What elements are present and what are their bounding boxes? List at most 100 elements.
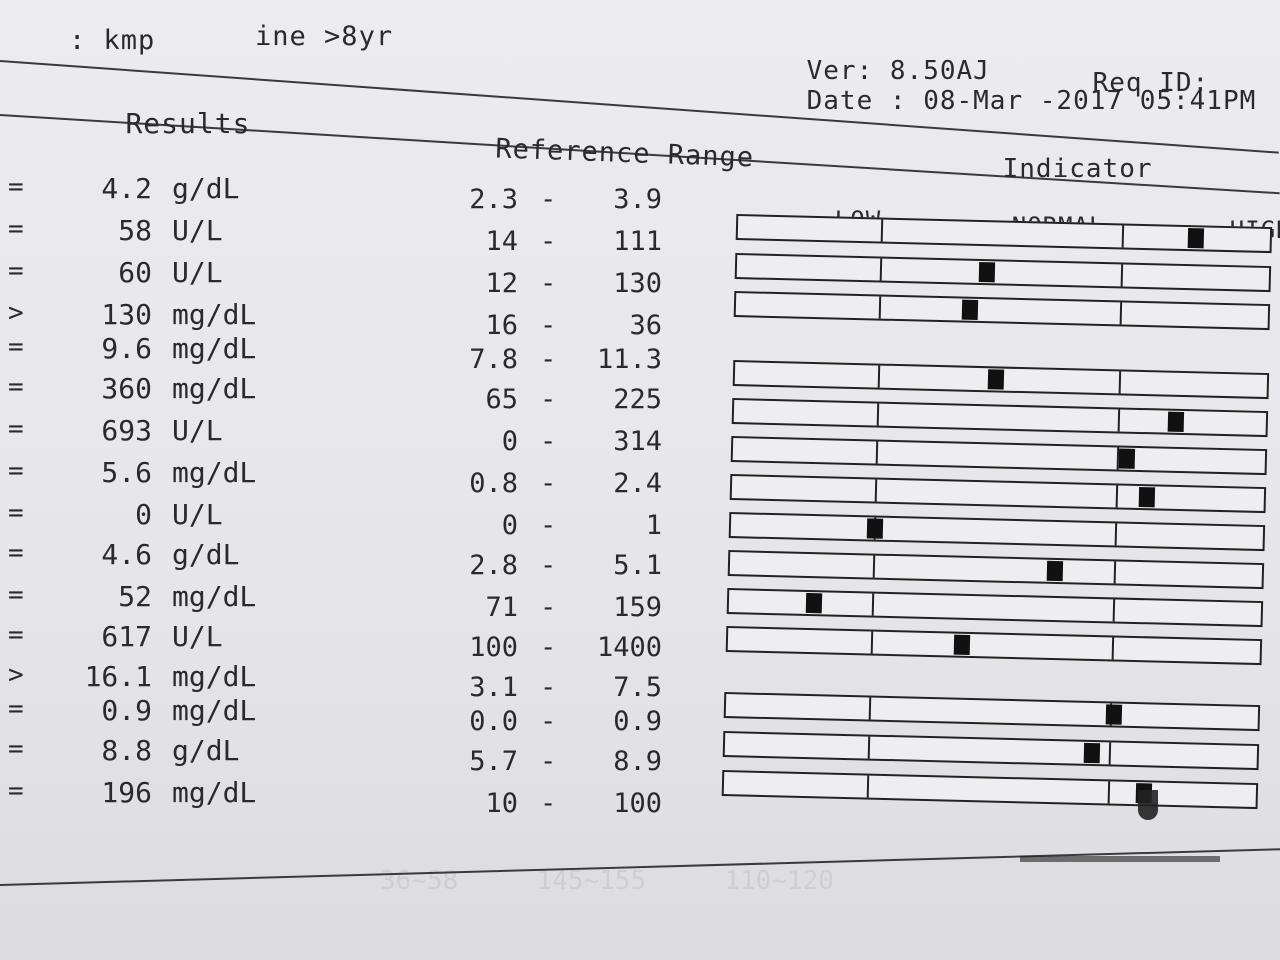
result-unit: mg/dL xyxy=(172,580,257,613)
reference-low: 12 xyxy=(485,268,518,299)
indicator-divider xyxy=(870,631,873,654)
indicator-divider xyxy=(1107,781,1111,804)
reference-low: 0 xyxy=(501,510,518,541)
reference-low: 3.1 xyxy=(469,672,518,703)
indicator-marker-high xyxy=(1187,228,1204,249)
result-value: 5.6 xyxy=(101,456,152,489)
result-row: = 9.6 mg/dL 7.8- 11.3 xyxy=(0,332,700,375)
indicator-divider xyxy=(1117,409,1121,432)
result-row: = 360 mg/dL 65- 225 xyxy=(0,372,700,415)
indicator-divider xyxy=(1111,637,1115,660)
reference-dash: - xyxy=(540,226,557,257)
indicator-divider xyxy=(1119,302,1123,325)
reference-high: 3.9 xyxy=(613,184,662,215)
result-value: 130 xyxy=(101,298,152,331)
reference-high: 314 xyxy=(613,426,662,457)
header-top-left: : kmp xyxy=(69,25,156,56)
reference-low: 0.8 xyxy=(469,468,518,499)
reference-dash: - xyxy=(540,468,557,499)
result-unit: mg/dL xyxy=(172,694,257,727)
result-unit: mg/dL xyxy=(172,332,257,365)
reference-dash: - xyxy=(540,384,557,415)
result-operator: = xyxy=(8,332,24,362)
result-unit: mg/dL xyxy=(172,456,257,489)
result-operator: = xyxy=(8,214,24,244)
reference-low: 2.3 xyxy=(469,184,518,215)
indicator-marker-normal xyxy=(1046,560,1063,582)
indicator-bar xyxy=(721,770,1259,810)
result-operator: = xyxy=(8,734,24,764)
indicator-divider xyxy=(1120,264,1124,287)
indicator-divider xyxy=(1114,523,1118,546)
reference-high: 159 xyxy=(613,592,662,623)
result-operator: > xyxy=(8,660,24,690)
indicator-divider xyxy=(1118,371,1122,394)
reference-low: 16 xyxy=(485,310,518,341)
date-text: Date : 08-Mar -2017 05:41PM xyxy=(806,86,1257,116)
reference-dash: - xyxy=(540,344,557,375)
reference-dash: - xyxy=(540,184,557,215)
result-unit: mg/dL xyxy=(172,776,257,809)
reference-low: 10 xyxy=(485,788,518,819)
reference-low: 71 xyxy=(485,592,518,623)
result-value: 52 xyxy=(118,580,152,613)
result-row: = 52 mg/dL 71- 159 xyxy=(0,580,700,623)
indicator-divider xyxy=(1108,742,1112,765)
indicator-marker-normal xyxy=(978,261,996,283)
reference-low: 14 xyxy=(485,226,518,257)
reference-low: 0.0 xyxy=(469,706,518,737)
result-value: 16.1 xyxy=(84,660,152,693)
result-unit: mg/dL xyxy=(172,660,257,693)
reference-high: 1 xyxy=(645,510,662,541)
result-value: 617 xyxy=(101,620,152,653)
header-top-mid: ine >8yr xyxy=(255,21,394,52)
result-row: = 0 U/L 0-1 xyxy=(0,498,700,541)
indicator-marker-normal xyxy=(961,299,979,320)
result-row: = 58 U/L 14- 111 xyxy=(0,214,700,257)
result-operator: > xyxy=(8,298,24,328)
indicator-divider xyxy=(868,697,871,720)
reference-high: 11.3 xyxy=(596,344,662,375)
result-row: >16.1 mg/dL 3.1- 7.5 xyxy=(0,660,700,703)
result-unit: g/dL xyxy=(172,538,240,571)
result-value: 0.9 xyxy=(101,694,152,727)
indicator-bar xyxy=(735,214,1273,254)
reference-high: 1400 xyxy=(596,632,662,663)
reference-dash: - xyxy=(540,310,557,341)
indicator-divider xyxy=(874,479,877,502)
result-operator: = xyxy=(8,620,24,650)
reference-low: 100 xyxy=(469,632,518,663)
indicator-bar xyxy=(723,692,1261,732)
result-value: 58 xyxy=(118,214,152,247)
result-operator: = xyxy=(8,256,24,286)
result-row: = 4.2 g/dL 2.3- 3.9 xyxy=(0,172,700,215)
result-row: = 0.9 mg/dL 0.0- 0.9 xyxy=(0,694,700,737)
indicator-bar xyxy=(722,731,1260,771)
result-row: = 196 mg/dL 10- 100 xyxy=(0,776,700,819)
reference-dash: - xyxy=(540,746,557,777)
result-row: >130 mg/dL 16- 36 xyxy=(0,298,700,341)
reference-dash: - xyxy=(540,550,557,581)
indicator-column-header: Indicator xyxy=(1002,154,1153,184)
result-row: = 60 U/L 12- 130 xyxy=(0,256,700,299)
indicator-divider xyxy=(1115,485,1119,508)
result-value: 196 xyxy=(101,776,152,809)
result-unit: U/L xyxy=(172,256,223,289)
result-value: 9.6 xyxy=(101,332,152,365)
indicator-bar xyxy=(733,291,1271,331)
indicator-divider xyxy=(879,258,882,281)
indicator-marker-normal xyxy=(953,634,971,655)
result-value: 60 xyxy=(118,256,152,289)
indicator-marker-low xyxy=(866,518,883,539)
result-operator: = xyxy=(8,456,24,486)
indicator-divider xyxy=(866,775,869,798)
result-unit: mg/dL xyxy=(172,372,257,405)
indicator-bar xyxy=(731,398,1269,438)
indicator-marker-normal xyxy=(987,369,1004,390)
result-row: = 8.8 g/dL 5.7- 8.9 xyxy=(0,734,700,777)
indicator-divider xyxy=(875,441,878,464)
reference-dash: - xyxy=(540,268,557,299)
indicator-bar xyxy=(732,360,1270,400)
result-unit: U/L xyxy=(172,414,223,447)
